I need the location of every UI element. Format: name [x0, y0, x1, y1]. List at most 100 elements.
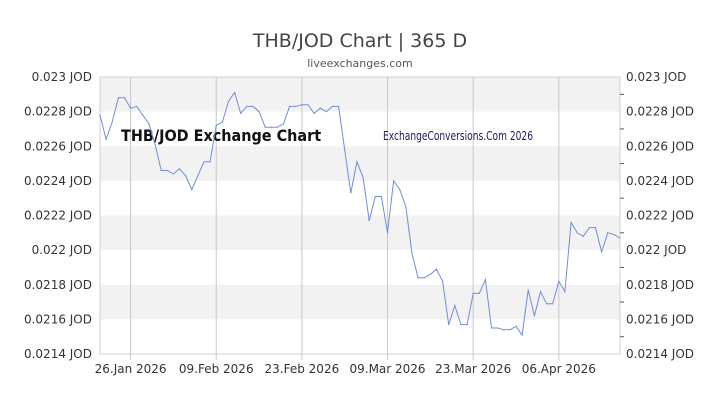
- site-watermark: ExchangeConversions.Com 2026: [383, 129, 533, 143]
- data-point: [466, 323, 468, 326]
- data-point: [423, 277, 425, 279]
- data-point: [123, 97, 126, 99]
- data-point: [105, 138, 107, 140]
- data-point: [515, 325, 517, 327]
- data-point: [552, 303, 554, 305]
- data-point: [417, 277, 419, 279]
- data-point: [619, 237, 621, 239]
- y-tick-label-left: 0.0224 JOD: [24, 174, 92, 188]
- data-point: [197, 175, 199, 177]
- data-point: [356, 161, 358, 163]
- data-point: [448, 323, 450, 326]
- data-point: [509, 329, 511, 331]
- y-tick-label-right: 0.0218 JOD: [626, 278, 694, 292]
- data-point: [233, 91, 236, 94]
- y-tick-label-left: 0.0226 JOD: [24, 139, 92, 153]
- data-point: [411, 252, 413, 255]
- data-point: [129, 107, 132, 109]
- data-point: [478, 292, 480, 295]
- data-point: [588, 227, 591, 229]
- data-point: [191, 188, 193, 191]
- data-point: [301, 104, 303, 106]
- data-point: [435, 268, 438, 270]
- data-point: [386, 232, 389, 234]
- y-tick-label-right: 0.0222 JOD: [626, 209, 694, 223]
- data-point: [136, 105, 138, 108]
- data-point: [221, 121, 223, 123]
- data-point: [258, 111, 260, 113]
- y-tick-label-right: 0.0216 JOD: [626, 312, 694, 326]
- data-point: [148, 123, 150, 125]
- y-axis-right: 0.0214 JOD 0.0216 JOD 0.0218 JOD 0.022 JOD 0…: [620, 70, 694, 361]
- y-tick-label-left: 0.023 JOD: [32, 70, 92, 84]
- y-tick-label-right: 0.0228 JOD: [626, 105, 694, 119]
- data-point: [227, 100, 230, 102]
- data-point: [576, 232, 578, 234]
- data-point: [582, 235, 584, 237]
- data-point: [607, 232, 609, 234]
- data-point: [570, 221, 572, 224]
- data-point: [484, 278, 487, 281]
- data-point: [203, 161, 205, 163]
- data-point: [564, 291, 566, 293]
- data-points: [99, 91, 621, 336]
- data-point: [185, 175, 187, 177]
- data-point: [282, 123, 285, 125]
- x-axis: 26.Jan 2026 09.Feb 2026 23.Feb 2026 09.Mar …: [95, 362, 596, 376]
- data-point: [405, 206, 407, 208]
- data-point: [374, 195, 376, 198]
- y-tick-label-right: 0.0214 JOD: [626, 347, 694, 361]
- data-point: [558, 280, 560, 282]
- chart-watermark-label: THB/JOD Exchange Chart: [121, 126, 321, 145]
- data-point: [313, 112, 315, 114]
- chart-subtitle: liveexchanges.com: [307, 57, 412, 70]
- data-point: [362, 176, 364, 179]
- data-point: [399, 188, 401, 191]
- data-point: [295, 105, 297, 108]
- data-point: [117, 97, 119, 99]
- y-tick-label-right: 0.0224 JOD: [626, 174, 694, 188]
- data-point: [454, 304, 456, 307]
- vertical-gridlines: [130, 77, 560, 360]
- data-point: [503, 329, 505, 331]
- x-tick-label: 23.Mar 2026: [435, 362, 511, 376]
- data-point: [539, 291, 542, 293]
- data-point: [393, 180, 395, 182]
- series-line: [99, 91, 621, 337]
- data-point: [490, 327, 493, 329]
- data-point: [209, 161, 211, 163]
- x-tick-label: 09.Feb 2026: [179, 362, 254, 376]
- data-point: [460, 323, 462, 326]
- data-point: [380, 195, 383, 198]
- data-point: [142, 114, 144, 116]
- grid-band: [100, 284, 620, 320]
- y-tick-label-left: 0.0222 JOD: [24, 209, 92, 223]
- data-point: [99, 114, 101, 116]
- x-tick-label: 09.Mar 2026: [349, 362, 425, 376]
- data-point: [344, 149, 346, 151]
- data-point: [289, 105, 291, 108]
- data-point: [533, 315, 535, 317]
- data-point: [172, 173, 175, 175]
- plot-frame: [99, 76, 621, 355]
- y-tick-label-left: 0.022 JOD: [32, 243, 92, 257]
- data-point: [252, 105, 254, 108]
- data-point: [331, 105, 334, 108]
- data-point: [521, 334, 523, 336]
- data-point: [178, 168, 181, 170]
- data-point: [264, 126, 266, 128]
- y-tick-label-right: 0.0226 JOD: [626, 139, 694, 153]
- grid-band: [100, 77, 620, 112]
- data-point: [350, 192, 352, 194]
- y-tick-label-left: 0.0214 JOD: [24, 347, 92, 361]
- y-tick-label-right: 0.022 JOD: [626, 243, 686, 257]
- data-point: [429, 273, 431, 275]
- data-point: [601, 251, 603, 253]
- grid-band: [100, 146, 620, 181]
- data-point: [594, 227, 597, 229]
- data-point: [276, 126, 279, 128]
- grid-band: [100, 215, 620, 251]
- data-point: [497, 327, 499, 329]
- data-point: [246, 105, 248, 108]
